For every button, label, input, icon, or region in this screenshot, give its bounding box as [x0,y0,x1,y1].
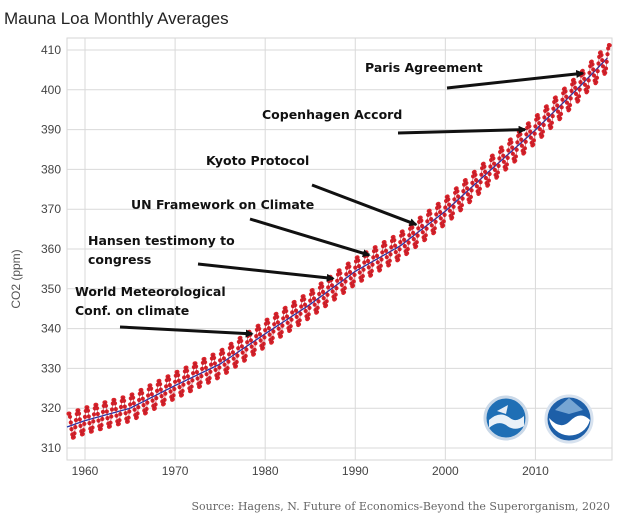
x-tick-label: 1960 [72,464,99,478]
y-tick-label: 410 [41,43,61,57]
annotation-arrow [119,325,254,338]
annotation: World Meteorological Conf. on climate [75,284,254,338]
annotation-arrow [311,183,418,227]
noaa-emblem-icon [483,395,529,441]
annotation: Copenhagen Accord [262,107,527,135]
y-tick-label: 370 [41,202,61,216]
annotation-arrow [197,262,335,282]
annotations: Paris Agreement Copenhagen Accord Kyoto Pr… [75,60,585,338]
axes: 310 320 330 340 350 360 370 380 390 400 410 1960 197… [9,43,549,478]
annotation-label: Copenhagen Accord [262,107,402,122]
y-tick-label: 330 [41,361,61,375]
annotation-label: congress [88,252,151,267]
x-tick-label: 1980 [252,464,279,478]
annotation-arrow [446,69,585,90]
y-tick-label: 340 [41,322,61,336]
logos [483,394,594,444]
annotation-label: Hansen testimony to [88,233,235,248]
y-tick-label: 360 [41,242,61,256]
chart-title: Mauna Loa Monthly Averages [4,9,229,28]
y-tick-label: 350 [41,282,61,296]
y-axis-label: CO2 (ppm) [9,249,23,308]
y-tick-label: 400 [41,83,61,97]
noaa-logo-icon [544,394,594,444]
y-tick-label: 310 [41,441,61,455]
annotation-arrow [397,125,527,135]
x-tick-label: 1970 [162,464,189,478]
annotation-label: Conf. on climate [75,303,189,318]
annotation-label: Kyoto Protocol [206,153,309,168]
y-tick-label: 380 [41,162,61,176]
annotation: Hansen testimony to congress [88,233,335,282]
y-tick-label: 320 [41,401,61,415]
annotation-arrow [249,217,371,258]
source-caption: Source: Hagens, N. Future of Economics-B… [191,500,610,513]
annotation: Kyoto Protocol [206,153,418,227]
x-tick-label: 1990 [342,464,369,478]
x-tick-label: 2010 [522,464,549,478]
annotation: Paris Agreement [365,60,585,90]
annotation-label: UN Framework on Climate [131,197,314,212]
annotation-label: World Meteorological [75,284,226,299]
annotation: UN Framework on Climate [131,197,371,258]
y-tick-label: 390 [41,123,61,137]
annotation-label: Paris Agreement [365,60,483,75]
x-tick-label: 2000 [432,464,459,478]
grid [66,37,613,461]
